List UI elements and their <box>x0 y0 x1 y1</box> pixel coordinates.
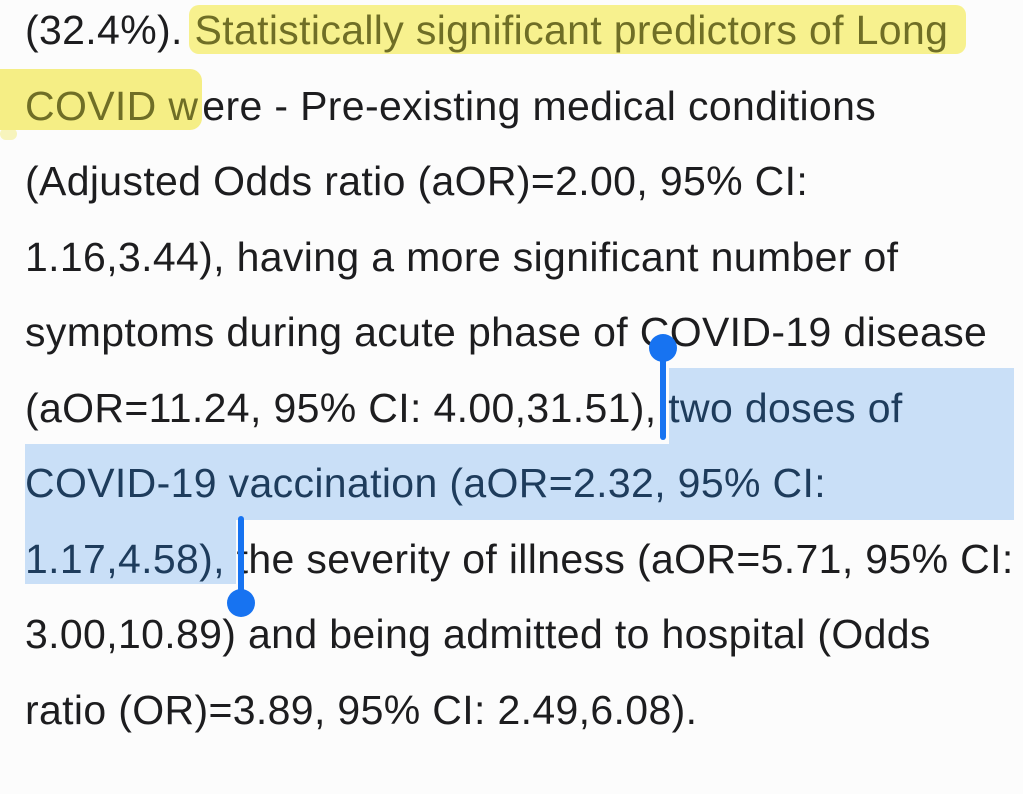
selected-text[interactable]: two doses of <box>668 385 903 431</box>
text-segment: (Adjusted Odds ratio (aOR)=2.00, 95% CI: <box>25 158 809 204</box>
text-segment: ere - Pre-existing medical conditions <box>202 83 877 129</box>
text-segment: the severity of illness (aOR=5.71, 95% C… <box>236 536 1014 582</box>
selection-rect-bottom <box>25 520 236 584</box>
text-segment: 3.00,10.89) and being admitted to hospit… <box>25 611 931 657</box>
text-segment: (aOR=11.24, 95% CI: 4.00,31.51), <box>25 385 669 431</box>
selection-handle-stick <box>660 348 666 440</box>
text-segment: (32.4%). <box>25 7 195 53</box>
text-line: symptoms during acute phase of COVID-19 … <box>25 294 987 370</box>
text-line: (Adjusted Odds ratio (aOR)=2.00, 95% CI: <box>25 143 808 219</box>
selection-handle-dot-icon <box>227 589 255 617</box>
text-line: ratio (OR)=3.89, 95% CI: 2.49,6.08). <box>25 672 697 748</box>
selection-handle-stick <box>238 516 244 593</box>
highlighter-smudge <box>0 128 17 140</box>
selected-text[interactable]: COVID-19 vaccination (aOR=2.32, 95% CI: <box>25 460 826 506</box>
text-line: (aOR=11.24, 95% CI: 4.00,31.51), two dos… <box>25 370 903 446</box>
selection-rect-middle <box>25 444 1014 520</box>
text-line: 1.16,3.44), having a more significant nu… <box>25 219 898 295</box>
text-line: (32.4%). Statistically significant predi… <box>25 0 967 68</box>
text-line: 3.00,10.89) and being admitted to hospit… <box>25 596 931 672</box>
text-segment: 1.16,3.44), having a more significant nu… <box>25 234 899 280</box>
yellow-highlighted-text: COVID w <box>0 69 203 130</box>
selection-rect-top <box>669 368 1014 444</box>
text-segment: symptoms during acute phase of COVID-19 … <box>25 309 988 355</box>
selection-end-handle[interactable] <box>227 516 255 618</box>
yellow-highlighted-text: Statistically significant predictors of … <box>188 5 967 54</box>
selected-text[interactable]: 1.17,4.58), <box>25 536 237 582</box>
text-line: COVID-19 vaccination (aOR=2.32, 95% CI: <box>25 445 826 521</box>
selection-start-handle[interactable] <box>649 334 677 440</box>
text-segment: ratio (OR)=3.89, 95% CI: 2.49,6.08). <box>25 687 698 733</box>
text-line: COVID were - Pre-existing medical condit… <box>0 68 877 144</box>
text-line: 1.17,4.58), the severity of illness (aOR… <box>25 521 1014 597</box>
